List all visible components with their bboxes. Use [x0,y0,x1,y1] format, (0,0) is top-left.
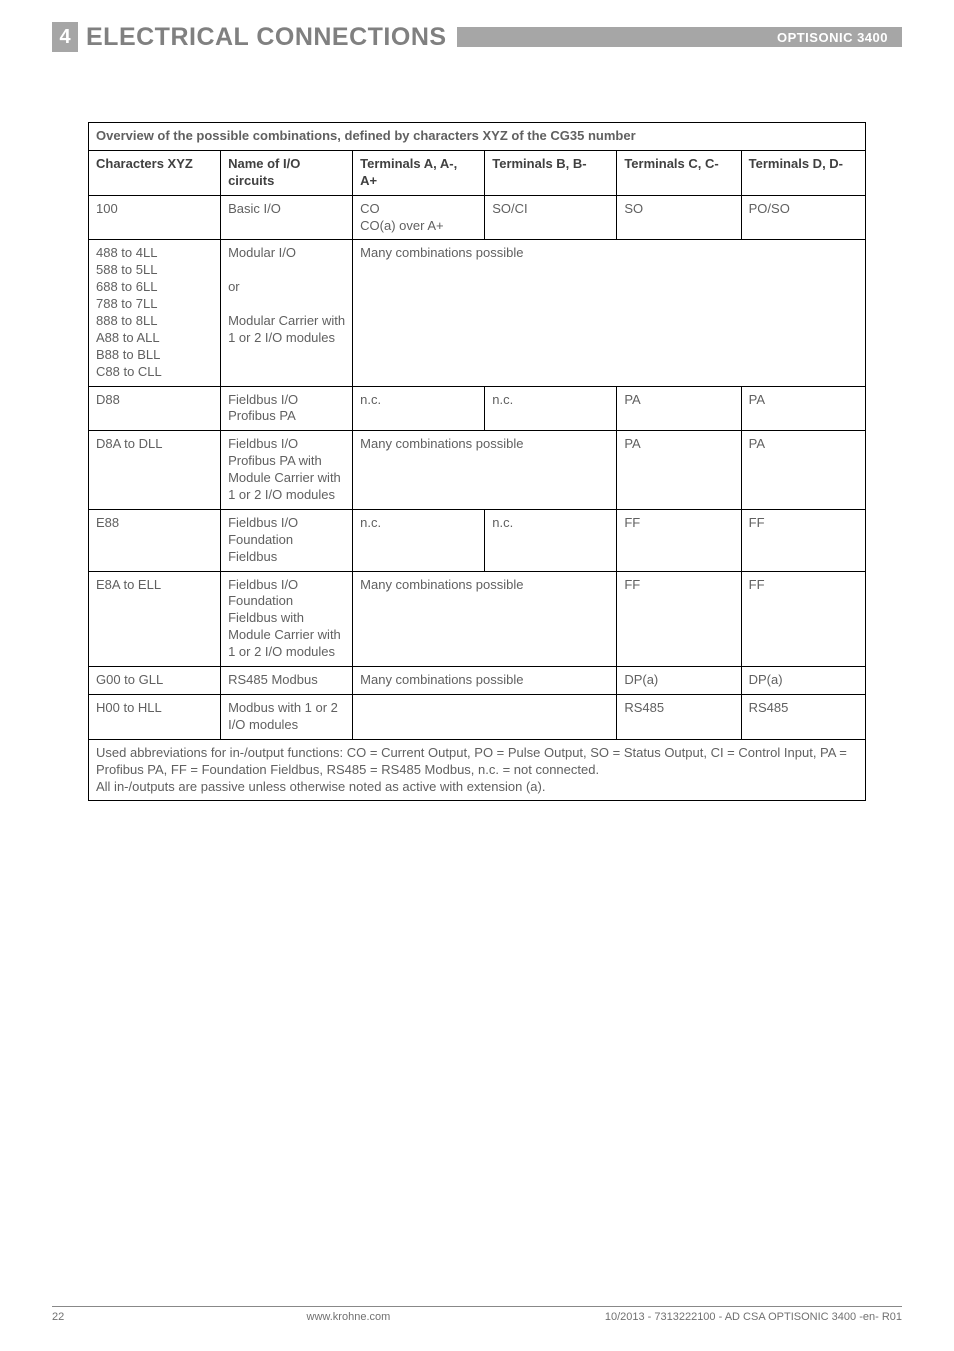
page-number: 22 [52,1311,92,1323]
cell: H00 to HLL [89,694,221,739]
table-row: D88 Fieldbus I/O Profibus PA n.c. n.c. P… [89,386,866,431]
cell: E8A to ELL [89,571,221,666]
cell: D8A to DLL [89,431,221,510]
cell: RS485 [741,694,865,739]
cell: SO [617,195,741,240]
cell: DP(a) [741,667,865,695]
cell: Many combinations possible [353,571,617,666]
cell: CO CO(a) over A+ [353,195,485,240]
col-header: Name of I/O circuits [221,150,353,195]
cell: n.c. [485,509,617,571]
cell: RS485 [617,694,741,739]
cell: n.c. [353,386,485,431]
section-number-badge: 4 [52,22,78,52]
table-row: H00 to HLL Modbus with 1 or 2 I/O module… [89,694,866,739]
col-header: Terminals B, B- [485,150,617,195]
cell: n.c. [353,509,485,571]
table-row: E88 Fieldbus I/O Foundation Fieldbus n.c… [89,509,866,571]
cell: DP(a) [617,667,741,695]
cell: FF [741,571,865,666]
col-header: Terminals C, C- [617,150,741,195]
table-footnote-row: Used abbreviations for in-/output functi… [89,739,866,801]
col-header: Terminals D, D- [741,150,865,195]
cell: FF [617,509,741,571]
table-caption: Overview of the possible combinations, d… [89,123,866,151]
header-bar: OPTISONIC 3400 [457,27,902,47]
cell: Basic I/O [221,195,353,240]
cell: PA [617,431,741,510]
col-header: Characters XYZ [89,150,221,195]
cell: D88 [89,386,221,431]
cell: Fieldbus I/O Foundation Fieldbus with Mo… [221,571,353,666]
cell: PA [617,386,741,431]
table-row: G00 to GLL RS485 Modbus Many combination… [89,667,866,695]
cell: RS485 Modbus [221,667,353,695]
table-caption-row: Overview of the possible combinations, d… [89,123,866,151]
table-row: E8A to ELL Fieldbus I/O Foundation Field… [89,571,866,666]
cell: 488 to 4LL 588 to 5LL 688 to 6LL 788 to … [89,240,221,386]
table-header-row: Characters XYZ Name of I/O circuits Term… [89,150,866,195]
cell: PO/SO [741,195,865,240]
cell: FF [741,509,865,571]
cell: SO/CI [485,195,617,240]
section-title: ELECTRICAL CONNECTIONS [86,23,447,52]
cell: PA [741,431,865,510]
footer-center: www.krohne.com [92,1311,605,1323]
col-header: Terminals A, A-, A+ [353,150,485,195]
page-header: 4 ELECTRICAL CONNECTIONS OPTISONIC 3400 [0,0,954,52]
cell: Fieldbus I/O Profibus PA with Module Car… [221,431,353,510]
cell: E88 [89,509,221,571]
combinations-table: Overview of the possible combinations, d… [88,122,866,801]
cell: Many combinations possible [353,431,617,510]
cell: Many combinations possible [353,667,617,695]
cell: Modbus with 1 or 2 I/O modules [221,694,353,739]
cell: G00 to GLL [89,667,221,695]
page-footer: 22 www.krohne.com 10/2013 - 7313222100 -… [52,1306,902,1323]
table-row: 100 Basic I/O CO CO(a) over A+ SO/CI SO … [89,195,866,240]
cell: FF [617,571,741,666]
cell: Fieldbus I/O Foundation Fieldbus [221,509,353,571]
cell: Modular I/O or Modular Carrier with 1 or… [221,240,353,386]
footer-right: 10/2013 - 7313222100 - AD CSA OPTISONIC … [605,1311,902,1323]
cell: n.c. [485,386,617,431]
table-row: 488 to 4LL 588 to 5LL 688 to 6LL 788 to … [89,240,866,386]
cell: PA [741,386,865,431]
table-footnote: Used abbreviations for in-/output functi… [89,739,866,801]
cell: Many combinations possible [353,240,866,386]
cell: 100 [89,195,221,240]
cell: Fieldbus I/O Profibus PA [221,386,353,431]
table-row: D8A to DLL Fieldbus I/O Profibus PA with… [89,431,866,510]
cell [353,694,617,739]
document-model: OPTISONIC 3400 [777,30,888,45]
